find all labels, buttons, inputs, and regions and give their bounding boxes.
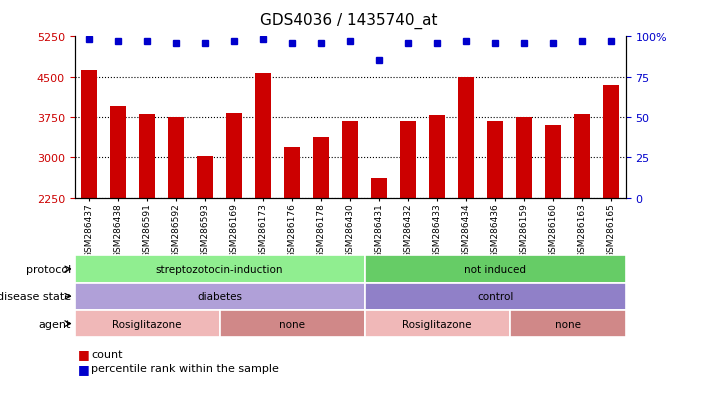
Bar (284, 147, 300, 319)
Text: disease state: disease state (0, 292, 71, 301)
Bar (169, 118, 184, 319)
Bar (197, 157, 213, 319)
Text: ■: ■ (78, 362, 90, 375)
Bar (81, 71, 97, 319)
Bar (603, 85, 619, 319)
Bar (545, 126, 561, 319)
Text: none: none (555, 319, 581, 329)
Bar (110, 107, 126, 319)
Bar (139, 115, 155, 319)
Text: Rosiglitazone: Rosiglitazone (112, 319, 182, 329)
Bar (429, 116, 445, 319)
Bar (371, 178, 387, 319)
Text: none: none (279, 319, 305, 329)
Text: count: count (91, 349, 122, 359)
Text: Rosiglitazone: Rosiglitazone (402, 319, 472, 329)
Text: agent: agent (38, 319, 71, 329)
Text: diabetes: diabetes (197, 292, 242, 301)
Bar (574, 115, 590, 319)
Text: control: control (477, 292, 513, 301)
Bar (313, 138, 329, 319)
Text: percentile rank within the sample: percentile rank within the sample (91, 363, 279, 373)
Bar (458, 78, 474, 319)
Bar (342, 121, 358, 319)
Bar (487, 121, 503, 319)
Bar (255, 74, 271, 319)
Text: ■: ■ (78, 347, 90, 361)
Bar (516, 118, 532, 319)
Text: GDS4036 / 1435740_at: GDS4036 / 1435740_at (260, 12, 437, 28)
Text: streptozotocin-induction: streptozotocin-induction (156, 264, 284, 274)
Bar (226, 114, 242, 319)
Bar (400, 121, 416, 319)
Text: protocol: protocol (26, 264, 71, 274)
Text: not induced: not induced (464, 264, 526, 274)
